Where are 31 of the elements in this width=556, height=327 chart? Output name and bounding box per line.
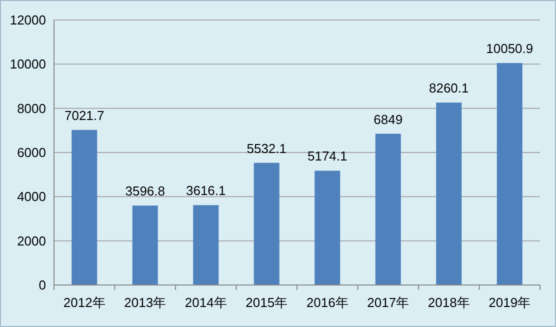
x-tick-label: 2018年	[428, 295, 470, 310]
data-label: 5532.1	[246, 140, 287, 156]
x-tick-label: 2013年	[124, 295, 166, 310]
bar	[72, 130, 98, 285]
x-tick-label: 2019年	[488, 295, 531, 310]
bar	[436, 102, 462, 285]
bar	[132, 206, 158, 285]
data-label: 3616.1	[186, 183, 226, 198]
bar	[254, 162, 280, 285]
data-label: 6849	[374, 112, 403, 127]
data-label: 10050.9	[486, 41, 534, 56]
data-label: 7021.7	[64, 108, 104, 123]
x-tick-label: 2017年	[367, 295, 410, 310]
data-label: 3596.8	[125, 184, 166, 199]
x-tick-label: 2015年	[246, 295, 288, 310]
x-tick-label: 2016年	[306, 295, 348, 310]
data-label: 8260.1	[428, 80, 469, 96]
y-tick-label: 8000	[17, 100, 46, 116]
bar	[375, 134, 401, 285]
bar	[193, 205, 219, 285]
x-tick-label: 2012年	[63, 295, 106, 310]
y-tick-label: 4000	[17, 189, 46, 204]
y-tick-label: 0	[38, 278, 46, 292]
y-tick-label: 6000	[17, 145, 46, 160]
y-tick-label: 10000	[10, 56, 46, 72]
y-tick-label: 12000	[10, 12, 46, 28]
data-label: 5174.1	[307, 148, 348, 164]
bar	[496, 63, 522, 285]
bar	[314, 170, 340, 285]
y-tick-label: 2000	[17, 233, 46, 248]
x-tick-label: 2014年	[184, 295, 227, 310]
